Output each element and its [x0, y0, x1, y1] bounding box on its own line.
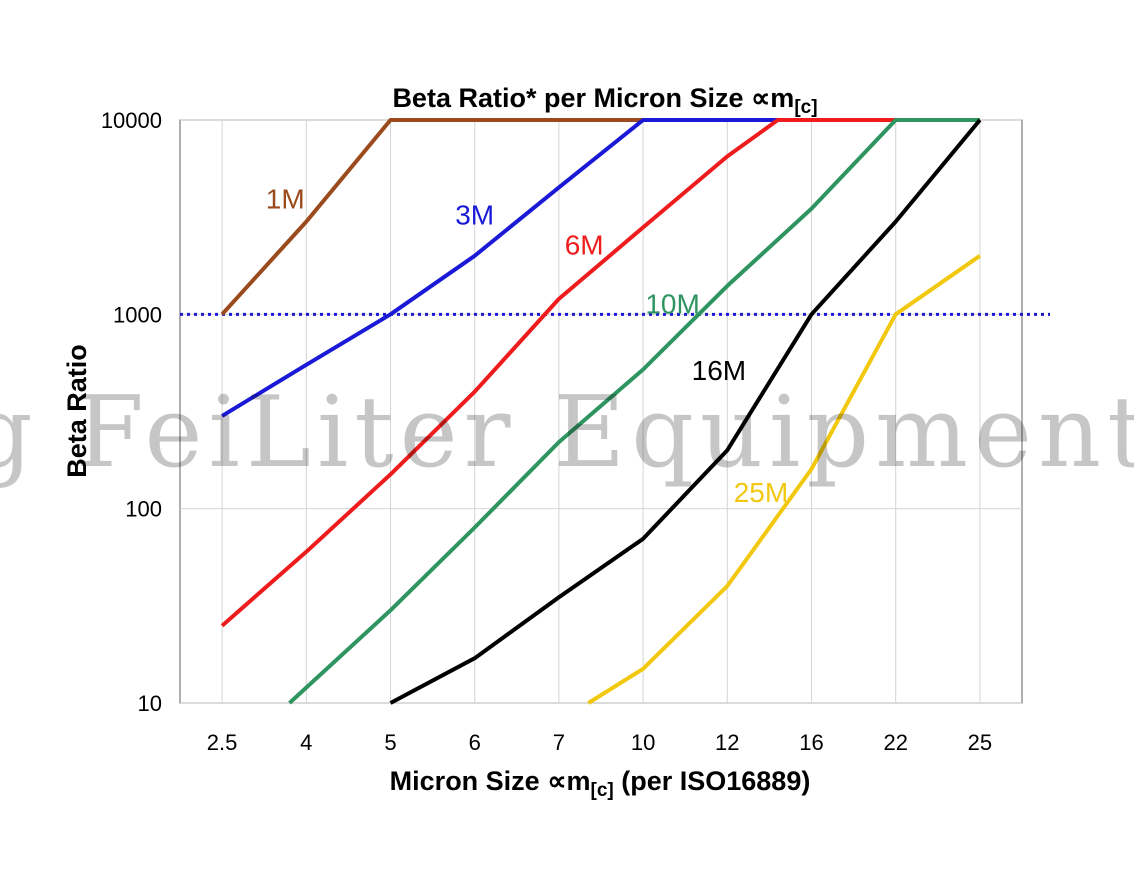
y-tick-label: 10000: [101, 108, 162, 133]
x-tick-label: 25: [968, 730, 992, 755]
x-tick-label: 4: [300, 730, 312, 755]
x-tick-label: 5: [384, 730, 396, 755]
y-tick-labels: 10 100 1000 10000: [101, 108, 162, 716]
series-label-layer: 1M 3M 6M 10M 16M 25M: [266, 184, 788, 509]
chart-title-subscript: [c]: [794, 97, 817, 118]
x-tick-label: 22: [883, 730, 907, 755]
x-axis-title-main: Micron Size ∝m: [390, 766, 591, 796]
chart-title: Beta Ratio* per Micron Size ∝m[c]: [392, 83, 817, 118]
y-tick-label: 1000: [113, 302, 162, 327]
x-tick-label: 16: [799, 730, 823, 755]
series-label-25m: 25M: [734, 477, 788, 508]
watermark-text: g FeiLiter Equipment Co: [0, 376, 1134, 490]
y-axis-title: Beta Ratio: [62, 344, 92, 478]
series-label-6m: 6M: [565, 230, 604, 261]
plot-area: [179, 119, 1023, 704]
x-tick-label: 6: [469, 730, 481, 755]
x-axis-title-suffix: (per ISO16889): [614, 766, 811, 796]
chart-title-main: Beta Ratio* per Micron Size ∝m: [392, 83, 794, 113]
series-layer: [220, 118, 982, 705]
y-tick-label: 10: [138, 691, 162, 716]
y-tick-label: 100: [125, 497, 162, 522]
series-label-16m: 16M: [692, 355, 746, 386]
x-axis-title-subscript: [c]: [591, 780, 614, 801]
series-line-16m: [389, 118, 982, 705]
x-axis-title: Micron Size ∝m[c] (per ISO16889): [390, 766, 811, 801]
series-line-3m: [221, 118, 980, 418]
x-tick-labels: 2.5 4 5 6 7 10 12 16 22 25: [207, 730, 992, 755]
series-line-6m: [220, 118, 980, 628]
x-tick-label: 2.5: [207, 730, 238, 755]
x-tick-label: 10: [631, 730, 655, 755]
series-label-1m: 1M: [266, 184, 305, 215]
x-tick-label: 7: [553, 730, 565, 755]
x-tick-label: 12: [715, 730, 739, 755]
series-line-25m: [587, 254, 982, 705]
series-label-10m: 10M: [645, 288, 699, 319]
series-line-10m: [288, 118, 980, 705]
series-label-3m: 3M: [455, 199, 494, 230]
